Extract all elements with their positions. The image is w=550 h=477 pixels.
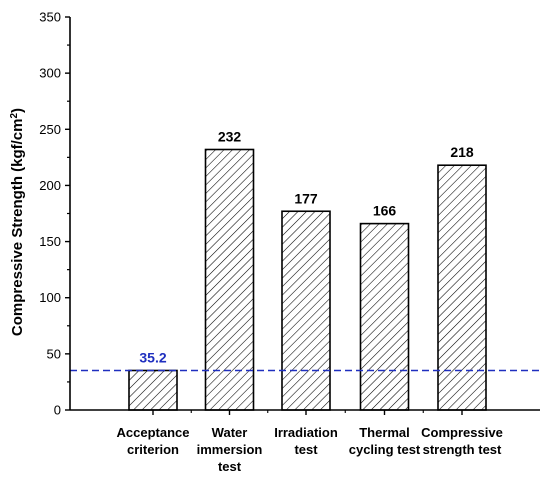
data-label-1: 232 xyxy=(218,128,242,144)
bar-3 xyxy=(359,222,410,411)
category-label-line: Water xyxy=(212,425,248,440)
y-axis-title-suffix: ) xyxy=(9,108,26,113)
category-label-2: Irradiation test xyxy=(274,425,338,457)
bar-1 xyxy=(204,148,255,411)
category-label-line: Irradiation xyxy=(274,425,338,440)
bar-0 xyxy=(128,369,178,411)
category-label-line: strength test xyxy=(423,442,502,457)
category-label-line: Thermal xyxy=(359,425,410,440)
category-label-line: Compressive xyxy=(421,425,503,440)
category-label-4: Compressive strength test xyxy=(421,425,503,457)
category-label-line: Acceptance xyxy=(117,425,190,440)
y-tick-label-250: 250 xyxy=(39,122,61,137)
y-tick-label-200: 200 xyxy=(39,178,61,193)
y-tick-label-350: 350 xyxy=(39,10,61,25)
data-label-4: 218 xyxy=(450,144,474,160)
bar-4 xyxy=(437,164,487,411)
y-tick-label-0: 0 xyxy=(54,403,61,418)
category-label-line: criterion xyxy=(127,442,179,457)
category-label-line: cycling test xyxy=(349,442,421,457)
category-label-line: test xyxy=(294,442,318,457)
y-axis-title: Compressive Strength (kgf/cm2) xyxy=(9,108,27,336)
category-label-3: Thermal cycling test xyxy=(349,425,421,457)
bar-2 xyxy=(281,210,331,411)
category-label-line: immersion xyxy=(197,442,263,457)
y-tick-label-100: 100 xyxy=(39,290,61,305)
data-label-3: 166 xyxy=(373,203,397,219)
axes-group xyxy=(65,16,540,415)
y-tick-label-150: 150 xyxy=(39,234,61,249)
labels-group: 0 50 100 150 200 250 300 350 35.2 232 177 166 218 Acc… xyxy=(39,10,503,475)
data-label-2: 177 xyxy=(294,190,318,206)
data-label-0: 35.2 xyxy=(139,349,166,365)
category-label-line: test xyxy=(218,459,242,474)
y-tick-label-300: 300 xyxy=(39,66,61,81)
category-label-0: Acceptance criterion xyxy=(117,425,190,457)
y-axis-title-superscript: 2 xyxy=(9,113,20,119)
y-axis-title-text: Compressive Strength (kgf/cm xyxy=(9,119,26,337)
category-label-1: Water immersion test xyxy=(197,425,263,474)
bars-group xyxy=(128,148,487,411)
y-tick-label-50: 50 xyxy=(47,346,61,361)
